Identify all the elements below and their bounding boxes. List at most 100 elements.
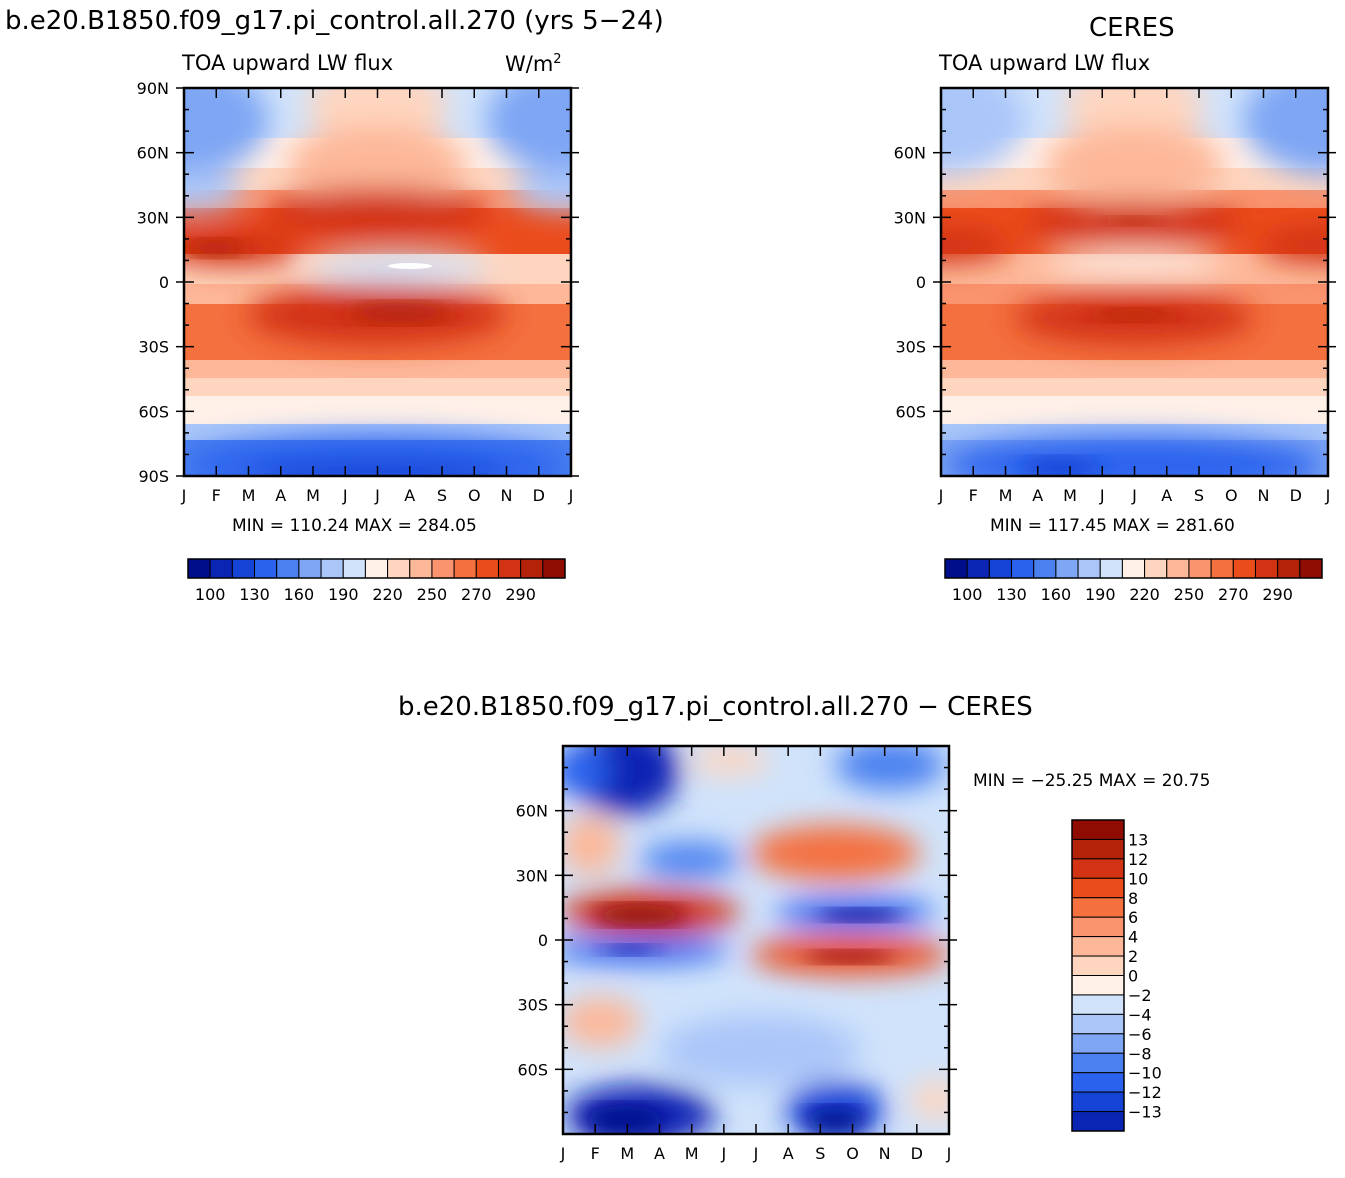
- colorbar-swatch: [1277, 558, 1301, 579]
- x-tick-label: A: [654, 1144, 665, 1163]
- colorbar-swatch: [1071, 1052, 1125, 1074]
- colorbar-label: 100: [195, 585, 226, 604]
- colorbar-label: −4: [1128, 1005, 1152, 1024]
- panel1-colorbar: 100 130 160 190 220 250 270 290: [187, 558, 566, 604]
- colorbar-swatch: [944, 558, 968, 579]
- x-tick-label: J: [1325, 486, 1331, 505]
- panel1-variable-label: TOA upward LW flux: [182, 51, 394, 75]
- colorbar-swatch: [1071, 936, 1125, 957]
- x-tick-label: M: [306, 486, 320, 505]
- colorbar-label: −8: [1128, 1044, 1152, 1063]
- colorbar-swatch: [1077, 558, 1101, 579]
- panel2-minmax: MIN = 117.45 MAX = 281.60: [990, 516, 1235, 536]
- colorbar-swatch: [1099, 558, 1123, 579]
- y-tick-label: 30N: [137, 208, 169, 227]
- colorbar-swatch: [966, 558, 990, 579]
- y-tick-label: 30N: [516, 866, 548, 885]
- colorbar-label: 130: [996, 585, 1027, 604]
- x-tick-label: J: [720, 1144, 726, 1163]
- colorbar-swatch: [1121, 558, 1146, 579]
- colorbar-swatch: [320, 558, 344, 579]
- colorbar-swatch: [1011, 558, 1035, 579]
- panel1-title: b.e20.B1850.f09_g17.pi_control.all.270 (…: [5, 6, 664, 36]
- colorbar-swatch: [1071, 1013, 1125, 1035]
- x-tick-label: M: [1063, 486, 1077, 505]
- x-tick-label: D: [911, 1144, 923, 1163]
- colorbar-swatch: [1188, 558, 1212, 579]
- colorbar-swatch: [1071, 916, 1125, 938]
- x-tick-label: F: [969, 486, 978, 505]
- y-tick-label: 30S: [517, 996, 548, 1015]
- x-tick-label: J: [181, 486, 187, 505]
- colorbar-label: 190: [328, 585, 359, 604]
- colorbar-label: 270: [1218, 585, 1249, 604]
- colorbar-label: 2: [1128, 947, 1138, 966]
- x-tick-label: J: [374, 486, 380, 505]
- x-tick-label: D: [533, 486, 545, 505]
- colorbar-label: 13: [1128, 830, 1148, 849]
- x-tick-label: O: [468, 486, 481, 505]
- colorbar-swatch: [1055, 558, 1079, 579]
- x-tick-label: N: [501, 486, 513, 505]
- x-tick-label: S: [1194, 486, 1204, 505]
- panel2-field: [941, 88, 1328, 476]
- colorbar-swatch: [988, 558, 1013, 579]
- colorbar-swatch: [298, 558, 322, 579]
- colorbar-label: 6: [1128, 908, 1138, 927]
- panel1-units-label: W/m2: [505, 53, 562, 75]
- colorbar-swatch: [1071, 955, 1125, 976]
- colorbar-swatch: [1254, 558, 1279, 579]
- colorbar-swatch: [1071, 975, 1125, 996]
- x-tick-label: A: [275, 486, 286, 505]
- colorbar-label: 190: [1085, 585, 1116, 604]
- colorbar-swatch: [1071, 877, 1125, 899]
- panel3-title: b.e20.B1850.f09_g17.pi_control.all.270 −…: [398, 692, 1033, 722]
- colorbar-frame: [1071, 819, 1125, 1132]
- x-tick-label: M: [620, 1144, 634, 1163]
- y-tick-label: 30S: [138, 338, 169, 357]
- colorbar-swatch: [409, 558, 433, 579]
- colorbar-swatch: [387, 558, 411, 579]
- colorbar-swatch: [1071, 858, 1125, 879]
- colorbar-swatch: [231, 558, 256, 579]
- panel1-minmax: MIN = 110.24 MAX = 284.05: [232, 516, 477, 536]
- colorbar-label: 290: [1262, 585, 1293, 604]
- colorbar-swatch: [254, 558, 278, 579]
- colorbar-label: 220: [1129, 585, 1160, 604]
- x-tick-label: N: [1258, 486, 1270, 505]
- colorbar-label: −6: [1128, 1025, 1152, 1044]
- colorbar-swatch: [1299, 558, 1323, 579]
- colorbar-swatch: [1071, 838, 1125, 860]
- colorbar-swatch: [364, 558, 389, 579]
- colorbar-swatch: [1144, 558, 1168, 579]
- y-tick-label: 0: [916, 273, 926, 292]
- y-tick-label: 60S: [138, 402, 169, 421]
- colorbar-swatch: [1071, 819, 1125, 840]
- colorbar-swatch: [1071, 897, 1125, 918]
- x-tick-label: S: [815, 1144, 825, 1163]
- colorbar-label: −13: [1128, 1103, 1162, 1122]
- colorbar-swatch: [209, 558, 233, 579]
- colorbar-swatch: [1071, 1091, 1125, 1113]
- colorbar-label: 130: [239, 585, 270, 604]
- colorbar-label: 160: [1041, 585, 1072, 604]
- x-tick-label: M: [999, 486, 1013, 505]
- x-tick-label: M: [242, 486, 256, 505]
- x-tick-label: J: [1099, 486, 1105, 505]
- colorbar-swatch: [1232, 558, 1256, 579]
- colorbar-swatch: [1071, 1072, 1125, 1093]
- colorbar-label: 270: [461, 585, 492, 604]
- x-tick-label: A: [404, 486, 415, 505]
- y-tick-label: 60N: [894, 144, 926, 163]
- colorbar-swatch: [1071, 1111, 1125, 1132]
- colorbar-label: 160: [284, 585, 315, 604]
- x-tick-label: O: [846, 1144, 859, 1163]
- x-tick-label: J: [342, 486, 348, 505]
- y-tick-label: 30N: [894, 208, 926, 227]
- panel1-units-exponent: 2: [553, 52, 562, 67]
- colorbar-swatch: [1166, 558, 1190, 579]
